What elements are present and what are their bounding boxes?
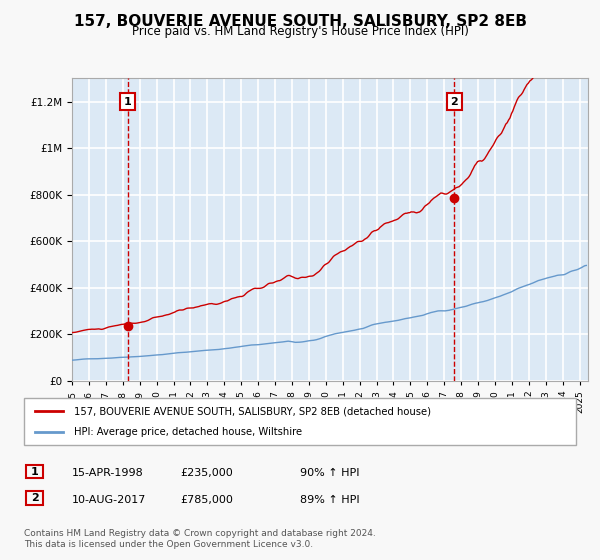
Text: 2: 2 [451, 97, 458, 106]
Text: £785,000: £785,000 [180, 494, 233, 505]
Text: Contains HM Land Registry data © Crown copyright and database right 2024.
This d: Contains HM Land Registry data © Crown c… [24, 529, 376, 549]
Text: HPI: Average price, detached house, Wiltshire: HPI: Average price, detached house, Wilt… [74, 427, 302, 437]
Bar [26, 491, 43, 505]
Text: 15-APR-1998: 15-APR-1998 [72, 468, 144, 478]
Text: 1: 1 [124, 97, 131, 106]
Text: Price paid vs. HM Land Registry's House Price Index (HPI): Price paid vs. HM Land Registry's House … [131, 25, 469, 38]
Text: 157, BOUVERIE AVENUE SOUTH, SALISBURY, SP2 8EB (detached house): 157, BOUVERIE AVENUE SOUTH, SALISBURY, S… [74, 407, 431, 417]
Text: £235,000: £235,000 [180, 468, 233, 478]
Text: 10-AUG-2017: 10-AUG-2017 [72, 494, 146, 505]
Bar [26, 465, 43, 478]
Text: 157, BOUVERIE AVENUE SOUTH, SALISBURY, SP2 8EB: 157, BOUVERIE AVENUE SOUTH, SALISBURY, S… [74, 14, 527, 29]
Text: 90% ↑ HPI: 90% ↑ HPI [300, 468, 359, 478]
Text: 1: 1 [31, 466, 38, 477]
Text: 2: 2 [31, 493, 38, 503]
Text: 89% ↑ HPI: 89% ↑ HPI [300, 494, 359, 505]
